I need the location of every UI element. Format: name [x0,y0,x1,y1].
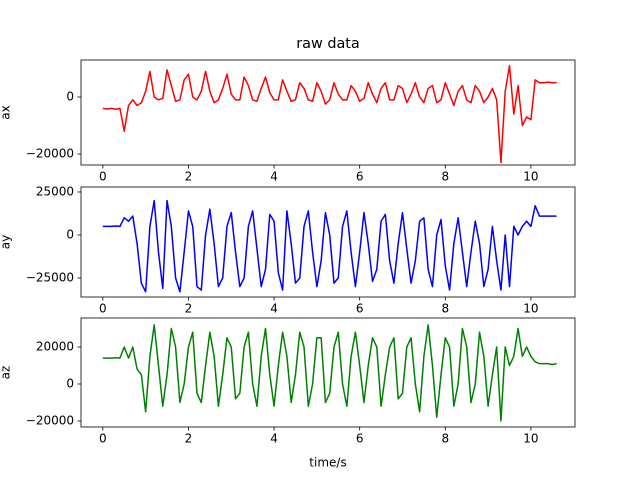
x-tick-label: 0 [99,432,107,446]
x-tick-label: 4 [270,170,278,184]
y-tick-label: 0 [66,227,74,241]
x-tick-label: 8 [441,302,449,316]
chart-title: raw data [296,36,360,52]
y-axis-label: ay [0,235,13,249]
x-tick-label: 10 [523,170,538,184]
data-line [102,199,557,293]
y-tick-label: 0 [66,377,74,391]
x-tick-label: 8 [441,432,449,446]
x-tick-label: 2 [185,302,193,316]
y-axis-label: az [0,366,13,380]
axes-frame [80,59,576,166]
x-tick-label: 4 [270,432,278,446]
x-tick-label: 4 [270,302,278,316]
y-tick-label: −25000 [26,270,74,284]
x-tick-label: 10 [523,302,538,316]
x-tick-label: 2 [185,432,193,446]
y-tick-label: 25000 [36,184,74,198]
x-tick-label: 2 [185,170,193,184]
y-tick-label: 0 [66,89,74,103]
x-tick-label: 0 [99,170,107,184]
x-tick-label: 8 [441,170,449,184]
x-axis-label: time/s [309,456,346,470]
data-line [102,64,557,164]
x-tick-label: 6 [356,170,364,184]
x-tick-label: 10 [523,432,538,446]
x-tick-label: 0 [99,302,107,316]
y-axis-label: ax [0,105,13,119]
y-tick-label: 20000 [36,340,74,354]
x-tick-label: 6 [356,432,364,446]
x-tick-label: 6 [356,302,364,316]
y-tick-label: −20000 [26,146,74,160]
axes-frame [80,186,576,298]
axes-frame [80,317,576,428]
data-line [102,324,557,422]
y-tick-label: −20000 [26,414,74,428]
